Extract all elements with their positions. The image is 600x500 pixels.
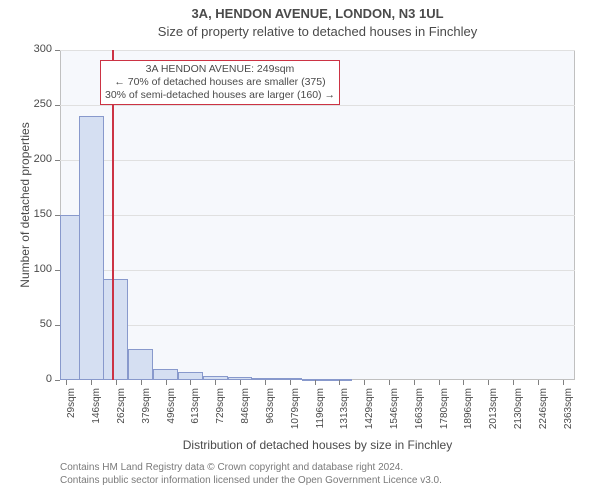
y-gridline	[60, 160, 575, 161]
x-tick-mark	[91, 380, 92, 385]
histogram-bar	[178, 372, 203, 380]
y-tick-mark	[55, 105, 60, 106]
chart-title-line2: Size of property relative to detached ho…	[60, 24, 575, 39]
x-tick-mark	[166, 380, 167, 385]
x-tick-mark	[488, 380, 489, 385]
x-tick-mark	[141, 380, 142, 385]
x-tick-mark	[215, 380, 216, 385]
x-tick-mark	[538, 380, 539, 385]
x-tick-mark	[463, 380, 464, 385]
footer-line2: Contains public sector information licen…	[60, 475, 442, 487]
x-tick-mark	[315, 380, 316, 385]
histogram-bar	[103, 279, 128, 380]
x-tick-mark	[66, 380, 67, 385]
x-axis-label: Distribution of detached houses by size …	[60, 438, 575, 452]
chart-title-line1: 3A, HENDON AVENUE, LONDON, N3 1UL	[60, 6, 575, 21]
x-tick-mark	[290, 380, 291, 385]
x-tick-mark	[563, 380, 564, 385]
histogram-bar	[153, 369, 178, 380]
annotation-line3: 30% of semi-detached houses are larger (…	[105, 89, 335, 102]
y-gridline	[60, 50, 575, 51]
x-tick-mark	[414, 380, 415, 385]
footer-line1: Contains HM Land Registry data © Crown c…	[60, 462, 403, 474]
y-tick-mark	[55, 380, 60, 381]
x-tick-mark	[265, 380, 266, 385]
y-tick-mark	[55, 50, 60, 51]
x-tick-mark	[439, 380, 440, 385]
x-tick-mark	[513, 380, 514, 385]
y-gridline	[60, 270, 575, 271]
x-tick-mark	[364, 380, 365, 385]
annotation-line1: 3A HENDON AVENUE: 249sqm	[105, 63, 335, 76]
y-tick-label: 300	[20, 43, 52, 55]
x-tick-mark	[339, 380, 340, 385]
y-gridline	[60, 325, 575, 326]
annotation-box: 3A HENDON AVENUE: 249sqm← 70% of detache…	[100, 60, 340, 105]
x-tick-mark	[389, 380, 390, 385]
y-gridline	[60, 215, 575, 216]
y-tick-label: 0	[20, 373, 52, 385]
x-tick-mark	[116, 380, 117, 385]
histogram-bar	[79, 116, 104, 380]
y-tick-label: 50	[20, 318, 52, 330]
y-tick-mark	[55, 160, 60, 161]
histogram-bar	[128, 349, 153, 380]
annotation-line2: ← 70% of detached houses are smaller (37…	[105, 76, 335, 89]
y-axis-label: Number of detached properties	[18, 105, 32, 305]
x-tick-mark	[190, 380, 191, 385]
x-tick-mark	[240, 380, 241, 385]
